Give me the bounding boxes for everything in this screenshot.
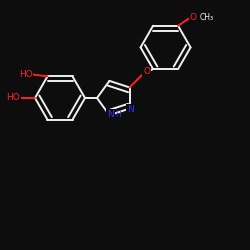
Text: N: N [127,105,134,114]
Text: N: N [107,110,114,118]
Text: HO: HO [6,94,20,102]
Text: CH₃: CH₃ [200,13,214,22]
Text: O: O [143,67,150,76]
Text: H: H [116,110,121,118]
Text: O: O [190,13,196,22]
Text: HO: HO [19,70,32,79]
